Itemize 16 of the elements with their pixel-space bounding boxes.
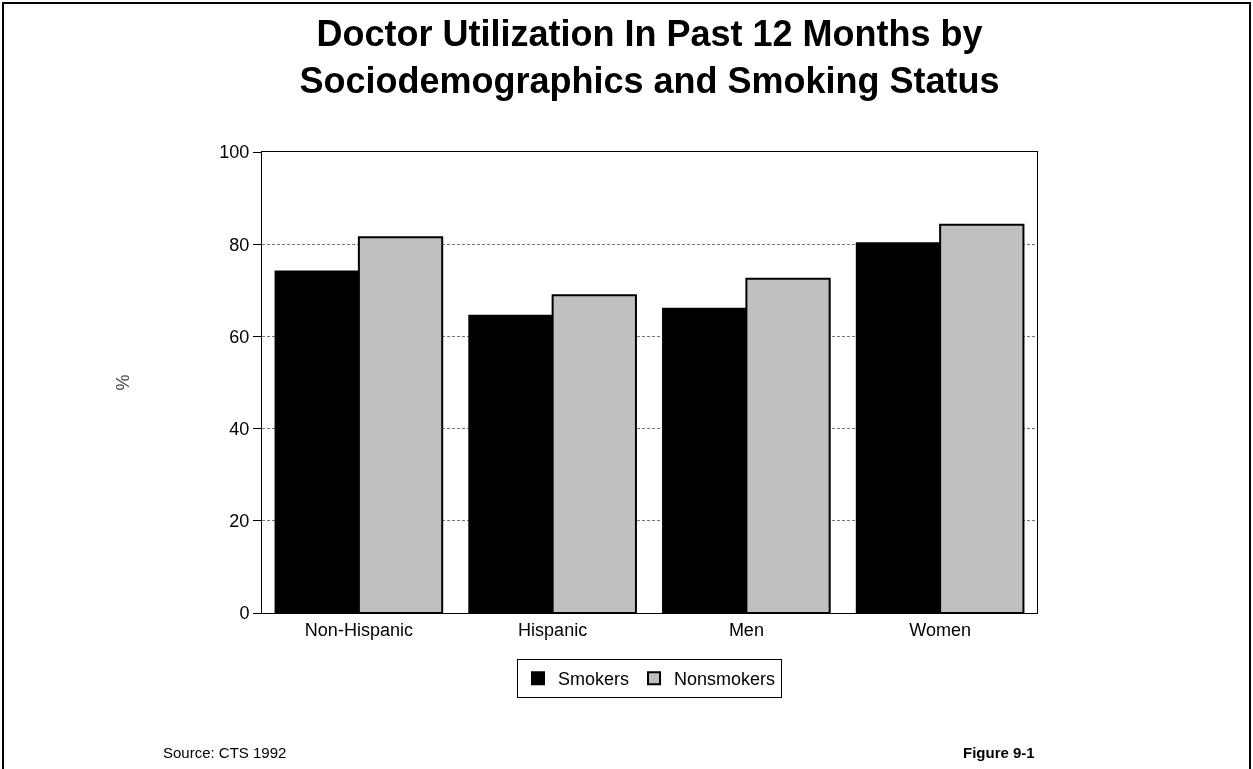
x-tick-label: Non-Hispanic [304,619,413,640]
x-tick-label: Men [728,619,764,640]
y-tick-label: 20 [229,511,250,532]
y-tick-label: 80 [229,234,250,255]
chart-title: Doctor Utilization In Past 12 Months by Sociodemographics and Smoking Status [299,13,1000,101]
y-tick-label: 0 [239,603,250,624]
legend-label: Smokers [558,669,630,690]
y-axis-title: % [112,374,133,391]
x-tick-label: Women [909,619,971,640]
source-note: Source: CTS 1992 [163,744,287,761]
caption: Figure 9-1 [963,744,1035,761]
y-tick-label: 40 [229,418,250,439]
legend-label: Nonsmokers [674,669,776,690]
x-tick-label: Hispanic [518,619,588,640]
y-tick-label: 60 [229,326,250,347]
y-tick-label: 100 [219,142,250,163]
